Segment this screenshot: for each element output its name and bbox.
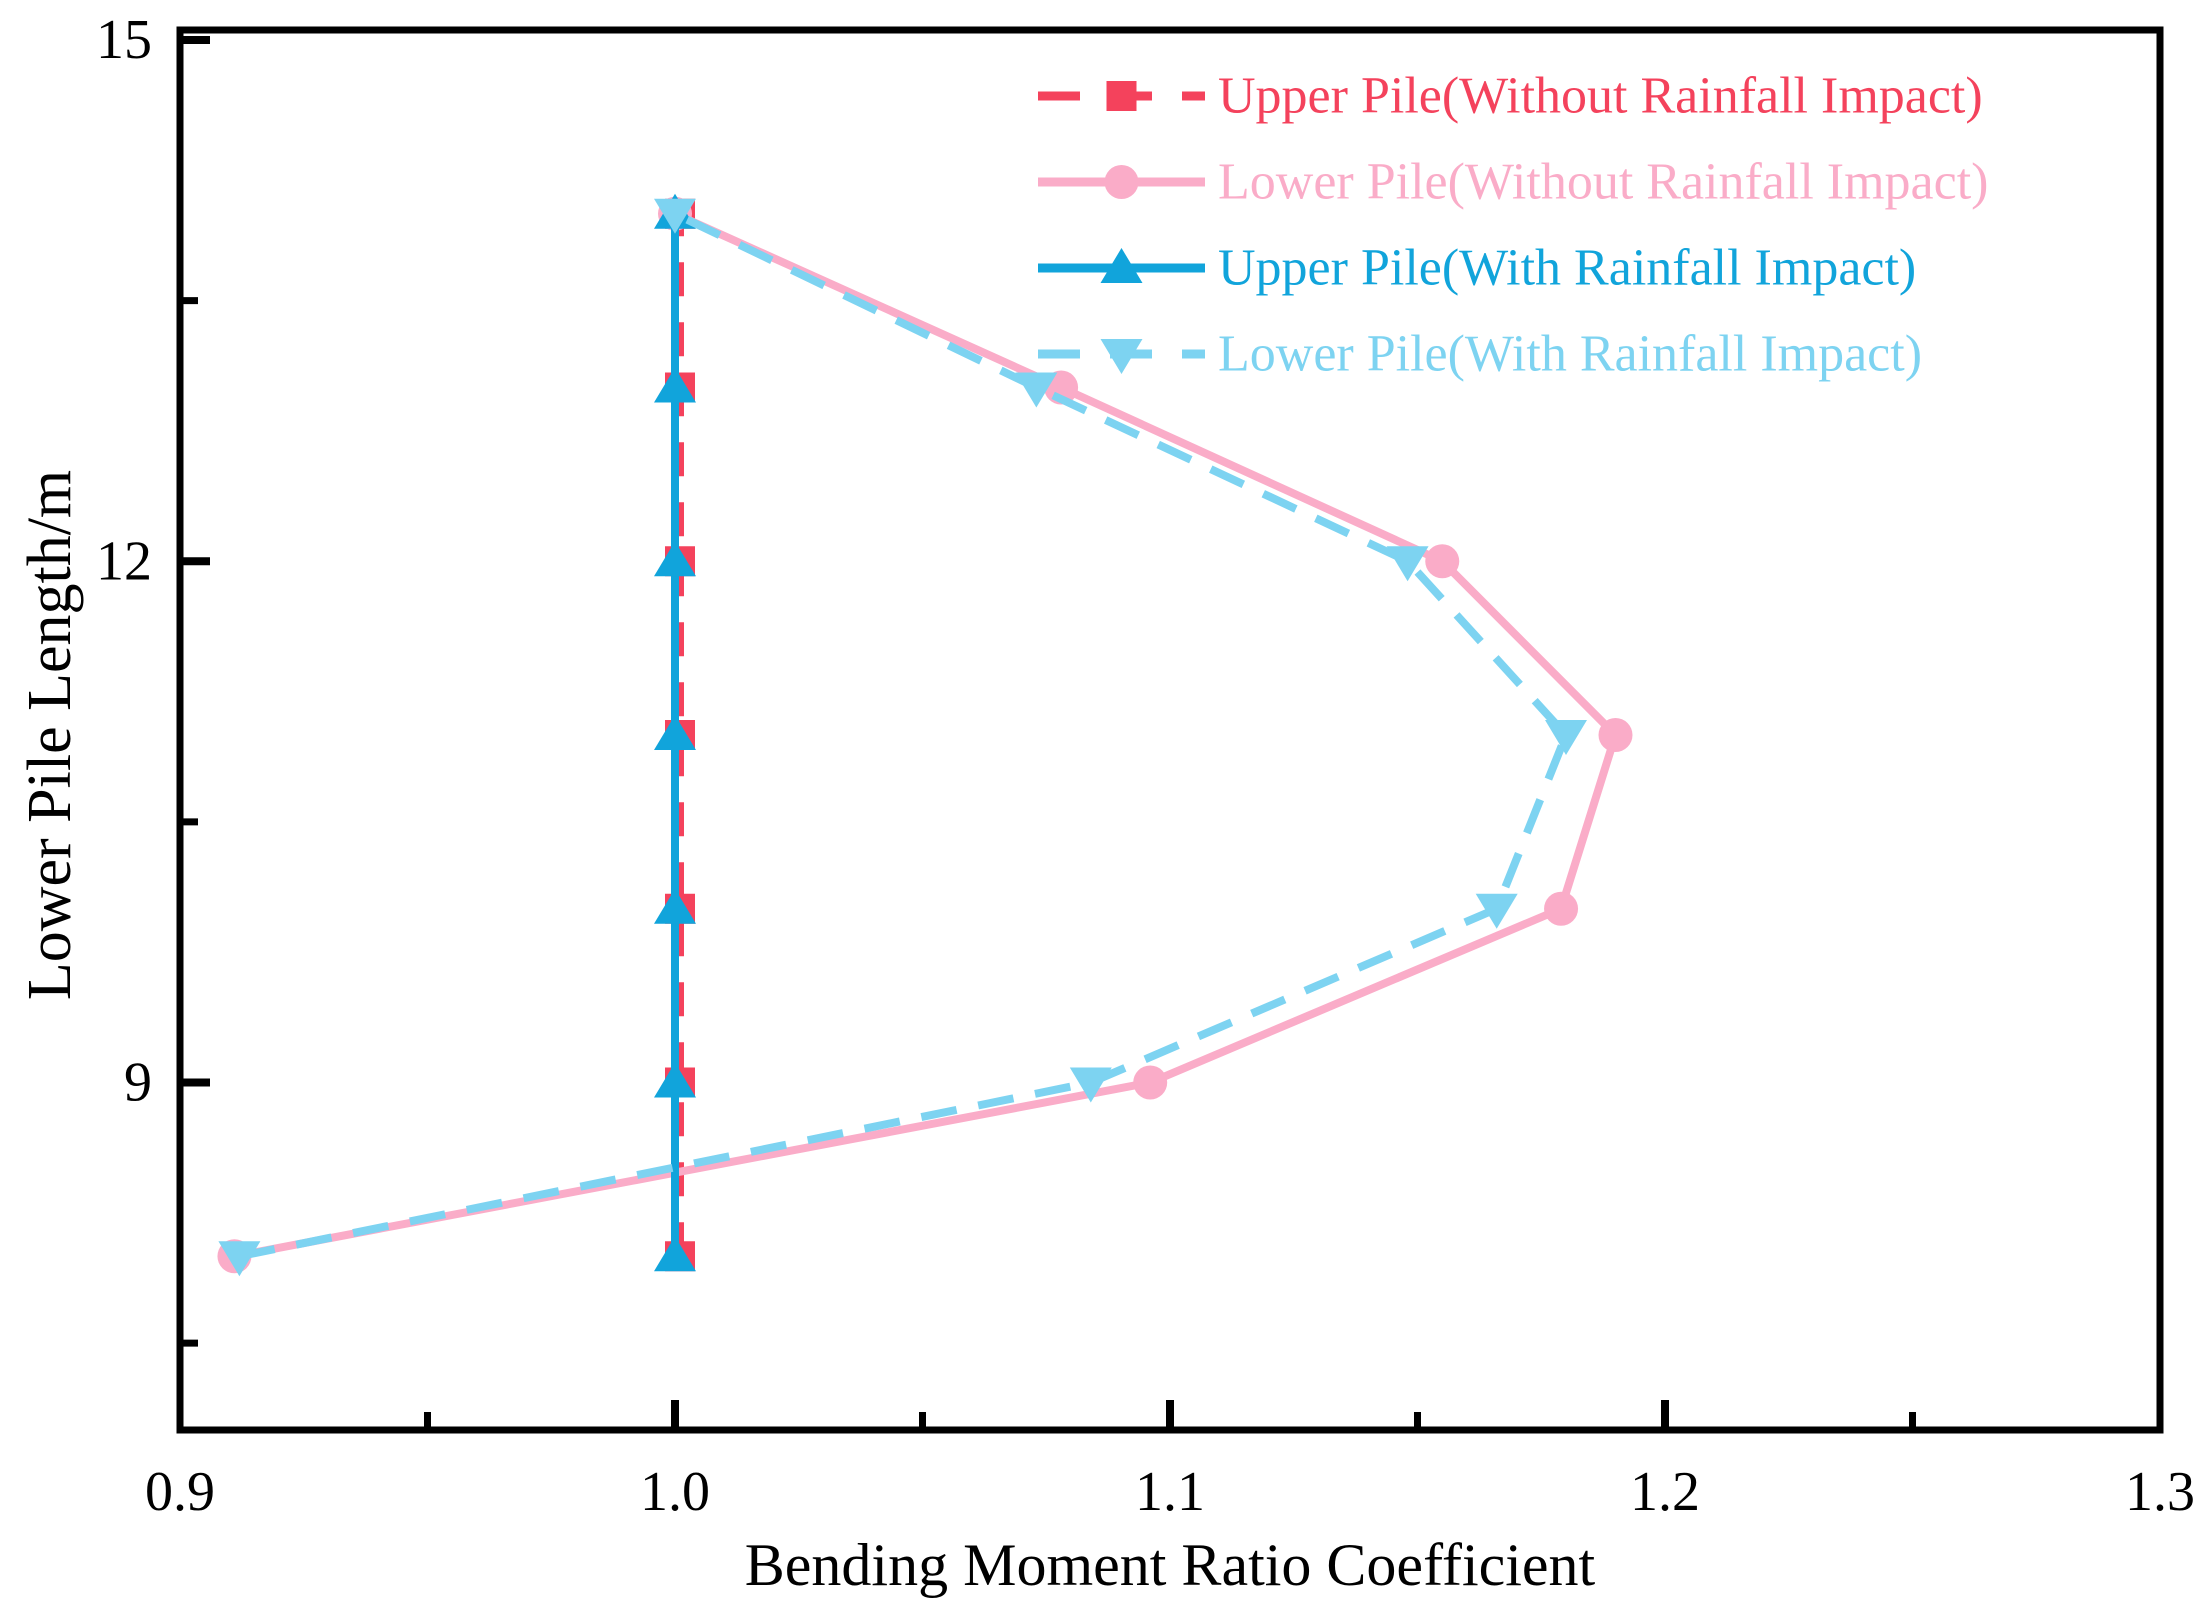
data-point-marker: [1598, 718, 1633, 752]
data-point-marker: [1100, 339, 1143, 374]
data-point-marker: [1100, 248, 1143, 283]
legend-item: Upper Pile(With Rainfall Impact): [1038, 240, 1916, 297]
y-axis-tick-label: 9: [124, 1052, 152, 1114]
legend-item-label: Lower Pile(Without Rainfall Impact): [1218, 154, 1988, 211]
data-point-marker: [1104, 165, 1139, 199]
data-point-marker: [1106, 81, 1137, 111]
series-lower-pile-with-rainfall-impact: [218, 198, 1587, 1277]
data-point-marker: [654, 541, 696, 577]
x-axis-tick-label: 1.0: [640, 1461, 710, 1523]
x-axis-title: Bending Moment Ratio Coefficient: [745, 1532, 1596, 1598]
data-point-marker: [1386, 546, 1429, 582]
legend-item: Lower Pile(Without Rainfall Impact): [1038, 154, 1988, 211]
data-point-marker: [1475, 893, 1518, 929]
legend-item: Lower Pile(With Rainfall Impact): [1038, 326, 1922, 383]
data-point-marker: [1544, 891, 1579, 926]
data-point-marker: [654, 888, 696, 924]
data-point-marker: [1425, 544, 1460, 579]
data-point-marker: [1133, 1065, 1168, 1100]
data-point-marker: [654, 1236, 696, 1272]
legend-item-label: Lower Pile(With Rainfall Impact): [1218, 326, 1922, 383]
legend-item: Upper Pile(Without Rainfall Impact): [1038, 68, 1983, 125]
data-point-marker: [1545, 720, 1587, 755]
y-axis-title: Lower Pile Length/m: [16, 470, 84, 1000]
x-axis-tick-label: 0.9: [145, 1461, 215, 1523]
x-axis-tick-label: 1.3: [2125, 1461, 2195, 1523]
y-axis-tick-label: 12: [96, 530, 152, 592]
data-point-marker: [654, 1062, 696, 1098]
data-point-marker: [218, 1241, 261, 1277]
data-point-marker: [654, 198, 696, 234]
x-axis-tick-label: 1.1: [1135, 1461, 1205, 1523]
legend-item-label: Upper Pile(Without Rainfall Impact): [1218, 68, 1983, 125]
y-axis-tick-label: 15: [96, 9, 152, 71]
x-axis-tick-label: 1.2: [1630, 1461, 1700, 1523]
legend-item-label: Upper Pile(With Rainfall Impact): [1218, 240, 1916, 297]
data-point-marker: [1069, 1067, 1112, 1103]
legend: Upper Pile(Without Rainfall Impact) Lower…: [1038, 68, 1988, 383]
data-point-marker: [1015, 372, 1058, 408]
data-point-marker: [654, 715, 696, 750]
data-point-marker: [654, 367, 696, 403]
